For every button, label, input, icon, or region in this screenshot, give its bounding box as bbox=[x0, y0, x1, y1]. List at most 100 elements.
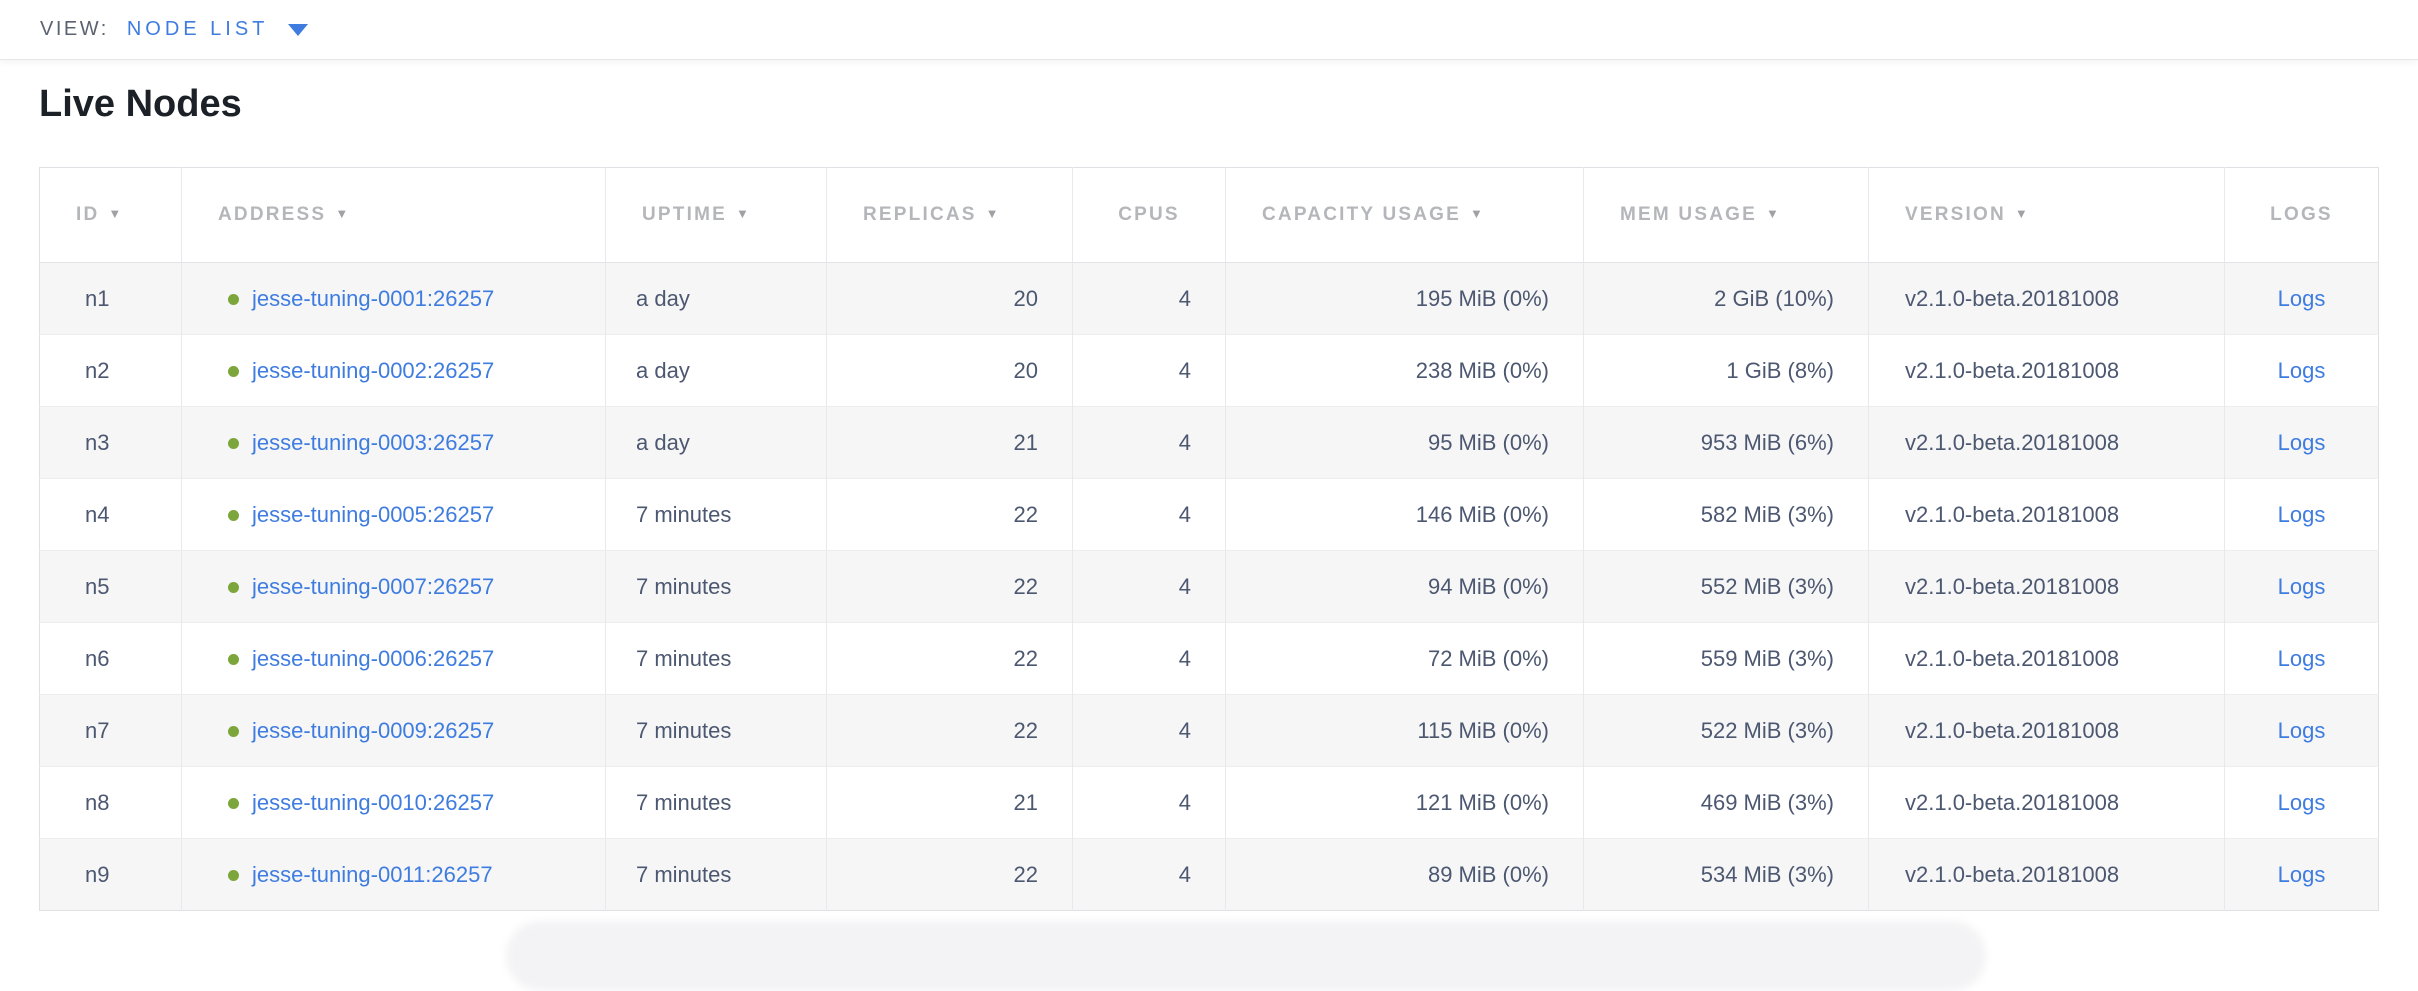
column-header-uptime[interactable]: UPTIME ▼ bbox=[605, 167, 827, 263]
logs-link[interactable]: Logs bbox=[2277, 717, 2326, 743]
capacity_usage-cell: 72 MiB (0%) bbox=[1225, 622, 1584, 695]
mem_usage-cell: 953 MiB (6%) bbox=[1583, 406, 1869, 479]
node-row-n9: n9 jesse-tuning-0011:26257 7 minutes 22 4 89 … bbox=[39, 838, 2379, 911]
version-cell: v2.1.0-beta.20181008 bbox=[1868, 766, 2225, 839]
mem_usage-cell: 522 MiB (3%) bbox=[1583, 694, 1869, 767]
node-row-n8: n8 jesse-tuning-0010:26257 7 minutes 21 4 121… bbox=[39, 766, 2379, 839]
column-header-id[interactable]: ID ▼ bbox=[39, 167, 182, 263]
bottom-ghost-panel bbox=[506, 921, 1986, 991]
cpus-cell: 4 bbox=[1072, 478, 1226, 551]
logs-link[interactable]: Logs bbox=[2277, 789, 2326, 815]
capacity_usage-cell: 146 MiB (0%) bbox=[1225, 478, 1584, 551]
replicas-cell: 21 bbox=[826, 406, 1073, 479]
node-row-n4: n4 jesse-tuning-0005:26257 7 minutes 22 4 146… bbox=[39, 478, 2379, 551]
uptime-cell: a day bbox=[605, 262, 827, 335]
node-row-n7: n7 jesse-tuning-0009:26257 7 minutes 22 4 115… bbox=[39, 694, 2379, 767]
replicas-cell: 20 bbox=[826, 262, 1073, 335]
logs-cell: Logs bbox=[2224, 622, 2379, 695]
logs-link[interactable]: Logs bbox=[2277, 861, 2326, 887]
replicas-cell: 22 bbox=[826, 622, 1073, 695]
node-live-status-icon bbox=[228, 725, 239, 737]
cpus-cell: 4 bbox=[1072, 766, 1226, 839]
column-header-mem_usage[interactable]: MEM USAGE ▼ bbox=[1583, 167, 1869, 263]
sort-arrow-icon: ▼ bbox=[1765, 206, 1782, 221]
version-cell: v2.1.0-beta.20181008 bbox=[1868, 478, 2225, 551]
mem_usage-cell: 534 MiB (3%) bbox=[1583, 838, 1869, 911]
replicas-cell: 22 bbox=[826, 478, 1073, 551]
live-nodes-table: ID ▼ ADDRESS ▼ UPTIME ▼ REPLICAS ▼ CPUS CAPACITY … bbox=[39, 167, 2379, 911]
logs-link[interactable]: Logs bbox=[2277, 501, 2326, 527]
mem_usage-cell: 582 MiB (3%) bbox=[1583, 478, 1869, 551]
uptime-cell: 7 minutes bbox=[605, 766, 827, 839]
logs-cell: Logs bbox=[2224, 550, 2379, 623]
logs-cell: Logs bbox=[2224, 694, 2379, 767]
address-cell: jesse-tuning-0009:26257 bbox=[181, 694, 606, 767]
logs-cell: Logs bbox=[2224, 478, 2379, 551]
sort-arrow-icon: ▼ bbox=[985, 206, 1001, 221]
node-live-status-icon bbox=[228, 509, 239, 521]
address-link[interactable]: jesse-tuning-0005:26257 bbox=[252, 501, 495, 527]
column-label: CAPACITY USAGE bbox=[1262, 204, 1462, 225]
cpus-cell: 4 bbox=[1072, 262, 1226, 335]
column-header-version[interactable]: VERSION ▼ bbox=[1868, 167, 2225, 263]
address-cell: jesse-tuning-0011:26257 bbox=[181, 838, 606, 911]
logs-cell: Logs bbox=[2224, 262, 2379, 335]
view-dropdown-value: NODE LIST bbox=[126, 18, 269, 40]
logs-cell: Logs bbox=[2224, 838, 2379, 911]
cpus-cell: 4 bbox=[1072, 622, 1226, 695]
id-cell: n8 bbox=[39, 766, 182, 839]
table-body: n1 jesse-tuning-0001:26257 a day 20 4 195 MiB… bbox=[39, 262, 2379, 911]
mem_usage-cell: 2 GiB (10%) bbox=[1583, 262, 1869, 335]
id-cell: n1 bbox=[39, 262, 182, 335]
version-cell: v2.1.0-beta.20181008 bbox=[1868, 622, 2225, 695]
cpus-cell: 4 bbox=[1072, 838, 1226, 911]
logs-link[interactable]: Logs bbox=[2277, 645, 2326, 671]
cpus-cell: 4 bbox=[1072, 694, 1226, 767]
logs-link[interactable]: Logs bbox=[2277, 285, 2326, 311]
logs-cell: Logs bbox=[2224, 334, 2379, 407]
address-link[interactable]: jesse-tuning-0006:26257 bbox=[252, 645, 495, 671]
address-cell: jesse-tuning-0006:26257 bbox=[181, 622, 606, 695]
mem_usage-cell: 552 MiB (3%) bbox=[1583, 550, 1869, 623]
column-header-replicas[interactable]: REPLICAS ▼ bbox=[826, 167, 1073, 263]
address-link[interactable]: jesse-tuning-0001:26257 bbox=[252, 285, 495, 311]
column-label: CPUS bbox=[1118, 204, 1180, 225]
view-dropdown[interactable]: NODE LIST bbox=[127, 18, 309, 41]
column-header-logs: LOGS bbox=[2224, 167, 2379, 263]
column-label: ID bbox=[76, 204, 100, 225]
replicas-cell: 21 bbox=[826, 766, 1073, 839]
logs-link[interactable]: Logs bbox=[2277, 357, 2326, 383]
view-selector-bar: VIEW: NODE LIST bbox=[0, 0, 2418, 60]
version-cell: v2.1.0-beta.20181008 bbox=[1868, 262, 2225, 335]
uptime-cell: a day bbox=[605, 334, 827, 407]
column-header-address[interactable]: ADDRESS ▼ bbox=[181, 167, 606, 263]
capacity_usage-cell: 115 MiB (0%) bbox=[1225, 694, 1584, 767]
cpus-cell: 4 bbox=[1072, 334, 1226, 407]
address-link[interactable]: jesse-tuning-0011:26257 bbox=[252, 861, 493, 887]
node-live-status-icon bbox=[228, 797, 239, 809]
address-cell: jesse-tuning-0003:26257 bbox=[181, 406, 606, 479]
address-link[interactable]: jesse-tuning-0009:26257 bbox=[252, 717, 495, 743]
node-live-status-icon bbox=[228, 365, 239, 377]
node-row-n5: n5 jesse-tuning-0007:26257 7 minutes 22 4 94 … bbox=[39, 550, 2379, 623]
address-link[interactable]: jesse-tuning-0002:26257 bbox=[252, 357, 495, 383]
uptime-cell: 7 minutes bbox=[605, 478, 827, 551]
column-header-capacity_usage[interactable]: CAPACITY USAGE ▼ bbox=[1225, 167, 1584, 263]
cpus-cell: 4 bbox=[1072, 550, 1226, 623]
id-cell: n7 bbox=[39, 694, 182, 767]
node-row-n3: n3 jesse-tuning-0003:26257 a day 21 4 95 MiB … bbox=[39, 406, 2379, 479]
address-link[interactable]: jesse-tuning-0003:26257 bbox=[252, 429, 495, 455]
logs-link[interactable]: Logs bbox=[2277, 573, 2326, 599]
node-row-n6: n6 jesse-tuning-0006:26257 7 minutes 22 4 72 … bbox=[39, 622, 2379, 695]
uptime-cell: 7 minutes bbox=[605, 550, 827, 623]
chevron-down-icon bbox=[288, 23, 309, 36]
uptime-cell: a day bbox=[605, 406, 827, 479]
address-link[interactable]: jesse-tuning-0007:26257 bbox=[252, 573, 495, 599]
logs-link[interactable]: Logs bbox=[2277, 429, 2326, 455]
address-link[interactable]: jesse-tuning-0010:26257 bbox=[252, 789, 495, 815]
address-cell: jesse-tuning-0002:26257 bbox=[181, 334, 606, 407]
version-cell: v2.1.0-beta.20181008 bbox=[1868, 334, 2225, 407]
logs-cell: Logs bbox=[2224, 406, 2379, 479]
view-label: VIEW: bbox=[40, 18, 109, 40]
sort-arrow-icon: ▼ bbox=[1470, 206, 1486, 221]
